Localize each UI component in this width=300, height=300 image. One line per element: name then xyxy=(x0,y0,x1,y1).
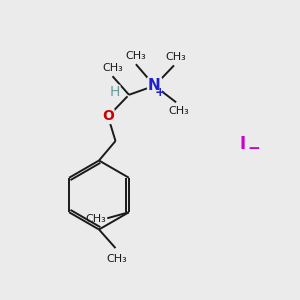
Text: I: I xyxy=(240,135,246,153)
Text: O: O xyxy=(102,110,114,123)
Text: CH₃: CH₃ xyxy=(106,254,127,263)
Text: CH₃: CH₃ xyxy=(85,214,106,224)
Text: CH₃: CH₃ xyxy=(165,52,186,62)
Text: CH₃: CH₃ xyxy=(125,51,146,61)
Text: CH₃: CH₃ xyxy=(168,106,189,116)
Text: CH₃: CH₃ xyxy=(102,63,123,73)
Text: +: + xyxy=(154,86,165,99)
Text: −: − xyxy=(247,141,260,156)
Text: H: H xyxy=(110,85,120,99)
Text: N: N xyxy=(148,78,161,93)
